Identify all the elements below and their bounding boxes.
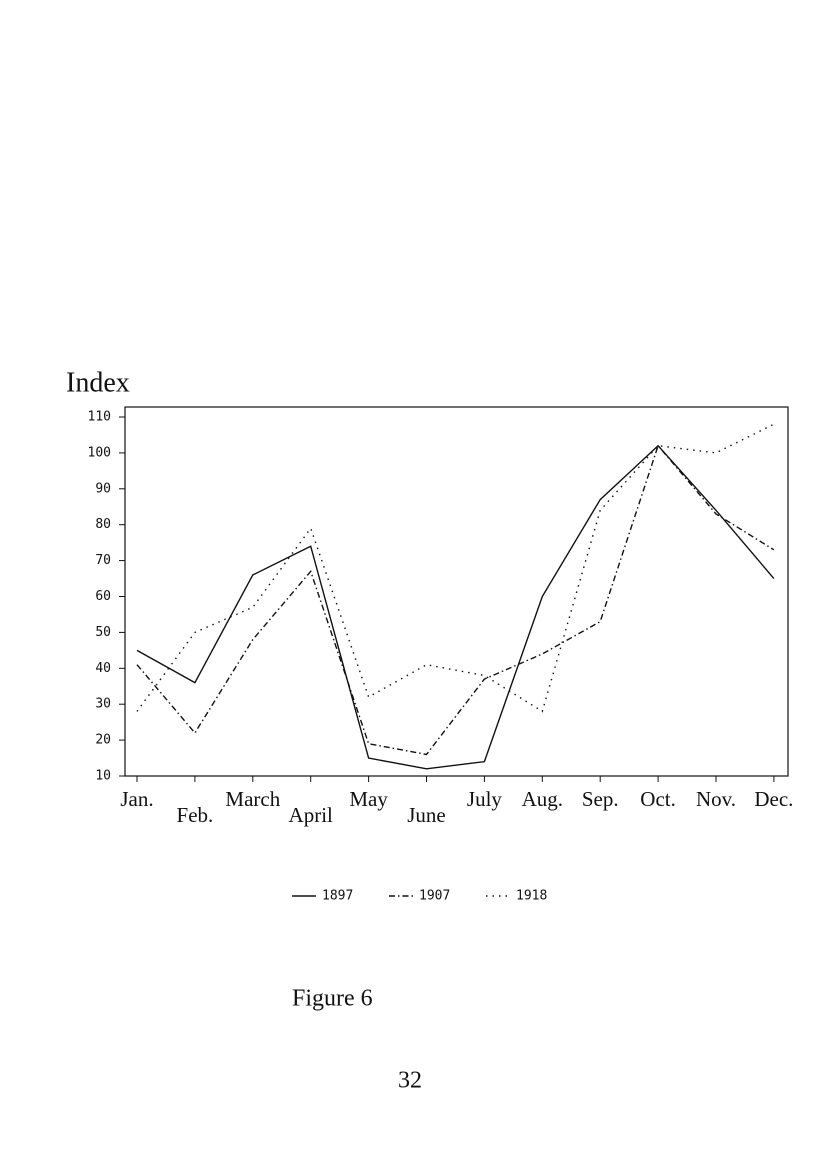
- y-tick-label: 10: [95, 769, 111, 784]
- y-tick-label: 90: [95, 481, 111, 496]
- x-tick-label: Dec.: [754, 787, 793, 811]
- x-tick-label: Aug.: [522, 787, 563, 811]
- x-tick-label: July: [467, 787, 503, 811]
- series-line: [136, 423, 775, 713]
- y-tick-label: 110: [88, 410, 111, 425]
- x-tick-label: Nov.: [696, 787, 736, 811]
- y-tick-label: 30: [95, 697, 111, 712]
- y-tick-label: 20: [95, 733, 111, 748]
- x-tick-label: March: [225, 787, 280, 811]
- page-number: 32: [398, 1068, 422, 1094]
- legend-label: 1907: [419, 889, 450, 904]
- y-tick-label: 60: [95, 589, 111, 604]
- series-line: [136, 444, 775, 770]
- y-axis-label: Index: [66, 367, 130, 398]
- plot-frame: [124, 406, 789, 777]
- legend-label: 1918: [516, 889, 547, 904]
- legend-label: 1897: [322, 889, 353, 904]
- legend: 1897 1907 1918: [292, 889, 547, 904]
- series-line: [136, 444, 775, 756]
- y-tick-label: 100: [88, 445, 111, 460]
- figure-caption: Figure 6: [292, 986, 373, 1012]
- x-tick-label: Feb.: [177, 803, 214, 827]
- x-tick-label: April: [289, 803, 333, 827]
- y-tick-label: 80: [95, 517, 111, 532]
- x-tick-label: Oct.: [640, 787, 676, 811]
- y-tick-label: 70: [95, 553, 111, 568]
- x-tick-label: June: [407, 803, 446, 827]
- x-tick-label: Sep.: [582, 787, 619, 811]
- x-tick-label: Jan.: [120, 787, 153, 811]
- x-tick-label: May: [349, 787, 388, 811]
- y-tick-label: 40: [95, 661, 111, 676]
- y-tick-label: 50: [95, 625, 111, 640]
